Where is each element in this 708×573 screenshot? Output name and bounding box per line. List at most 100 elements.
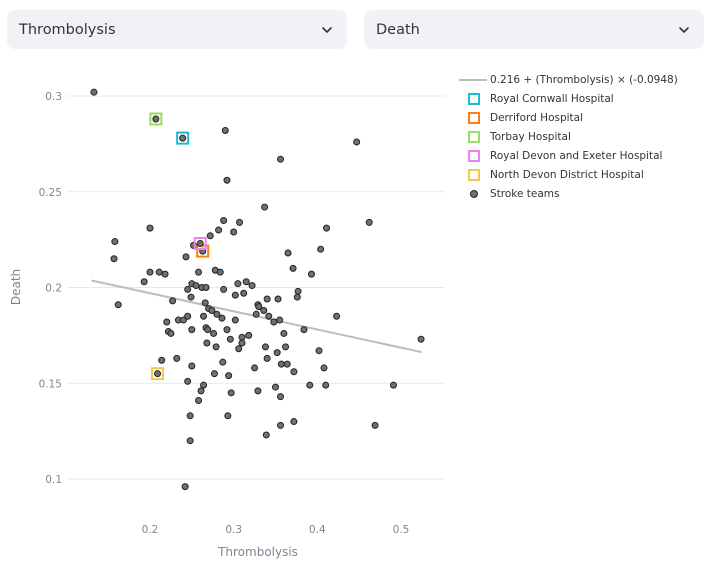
data-point[interactable] [270,318,278,326]
data-point[interactable] [254,387,262,395]
data-point[interactable] [236,218,244,226]
data-point[interactable] [277,421,285,429]
data-point[interactable] [353,138,361,146]
data-point[interactable] [274,295,282,303]
data-point[interactable] [251,364,259,372]
data-point[interactable] [315,347,323,355]
data-point[interactable] [114,301,122,309]
data-point[interactable] [111,238,119,246]
legend-item-torbay[interactable]: Torbay Hospital [456,127,678,146]
data-point[interactable] [282,343,290,351]
data-point[interactable] [169,297,177,305]
data-point[interactable] [263,354,271,362]
data-point[interactable] [417,335,425,343]
data-point[interactable] [294,287,302,295]
data-point[interactable] [208,306,216,314]
data-point[interactable] [255,303,263,311]
data-point[interactable] [248,282,256,290]
data-point[interactable] [155,268,163,276]
data-point[interactable] [179,316,187,324]
data-point[interactable] [226,335,234,343]
x-axis-select[interactable]: Thrombolysis [7,10,347,49]
data-point[interactable] [306,381,314,389]
data-point[interactable] [277,155,285,163]
data-point[interactable] [280,329,288,337]
data-point[interactable] [195,396,203,404]
data-point[interactable] [200,381,208,389]
data-point[interactable] [322,381,330,389]
data-point[interactable] [238,333,246,341]
data-point[interactable] [154,370,162,378]
data-point[interactable] [184,285,192,293]
data-point[interactable] [219,358,227,366]
data-point[interactable] [110,255,118,263]
data-point[interactable] [224,412,232,420]
data-point[interactable] [216,268,224,276]
data-point[interactable] [245,331,253,339]
data-point[interactable] [234,280,242,288]
data-point[interactable] [173,354,181,362]
data-point[interactable] [192,282,200,290]
data-point[interactable] [290,418,298,426]
data-point[interactable] [227,389,235,397]
data-point[interactable] [371,421,379,429]
data-point[interactable] [163,318,171,326]
data-point[interactable] [240,289,248,297]
data-point[interactable] [231,316,239,324]
data-point[interactable] [262,431,270,439]
y-axis-select[interactable]: Death [364,10,704,49]
highlight-marker[interactable] [151,367,165,381]
data-point[interactable] [187,293,195,301]
legend-item-derriford[interactable]: Derriford Hospital [456,108,678,127]
data-point[interactable] [201,299,209,307]
data-point[interactable] [196,239,204,247]
data-point[interactable] [215,226,223,234]
data-point[interactable] [220,216,228,224]
data-point[interactable] [167,329,175,337]
data-point[interactable] [289,264,297,272]
data-point[interactable] [158,356,166,364]
data-point[interactable] [204,326,212,334]
data-point[interactable] [223,176,231,184]
data-point[interactable] [161,270,169,278]
data-point[interactable] [188,326,196,334]
data-point[interactable] [261,203,269,211]
data-point[interactable] [323,224,331,232]
legend-item-trendline[interactable]: 0.216 + (Thrombolysis) × (-0.0948) [456,70,678,89]
data-point[interactable] [333,312,341,320]
legend-item-royal-devon-exeter[interactable]: Royal Devon and Exeter Hospital [456,146,678,165]
highlight-marker[interactable] [193,236,207,250]
data-point[interactable] [146,268,154,276]
data-point[interactable] [200,312,208,320]
data-point[interactable] [206,232,214,240]
data-point[interactable] [230,228,238,236]
data-point[interactable] [186,412,194,420]
data-point[interactable] [277,360,285,368]
data-point[interactable] [210,329,218,337]
data-point[interactable] [195,268,203,276]
data-point[interactable] [238,339,246,347]
highlight-marker[interactable] [149,112,163,126]
data-point[interactable] [221,126,229,134]
data-point[interactable] [260,306,268,314]
data-point[interactable] [252,310,260,318]
data-point[interactable] [223,326,231,334]
data-point[interactable] [272,383,279,391]
data-point[interactable] [202,284,210,291]
legend-item-stroke-teams[interactable]: Stroke teams [456,184,678,203]
data-point[interactable] [284,249,292,257]
data-point[interactable] [261,343,269,351]
data-point[interactable] [307,270,315,278]
data-point[interactable] [320,364,328,372]
highlight-marker[interactable] [176,131,190,145]
data-point[interactable] [213,310,221,318]
data-point[interactable] [179,134,187,142]
data-point[interactable] [273,349,281,357]
data-point[interactable] [184,312,192,320]
data-point[interactable] [231,291,239,299]
data-point[interactable] [242,278,250,286]
data-point[interactable] [389,381,397,389]
data-point[interactable] [186,437,194,445]
data-point[interactable] [235,345,243,353]
data-point[interactable] [265,312,273,320]
